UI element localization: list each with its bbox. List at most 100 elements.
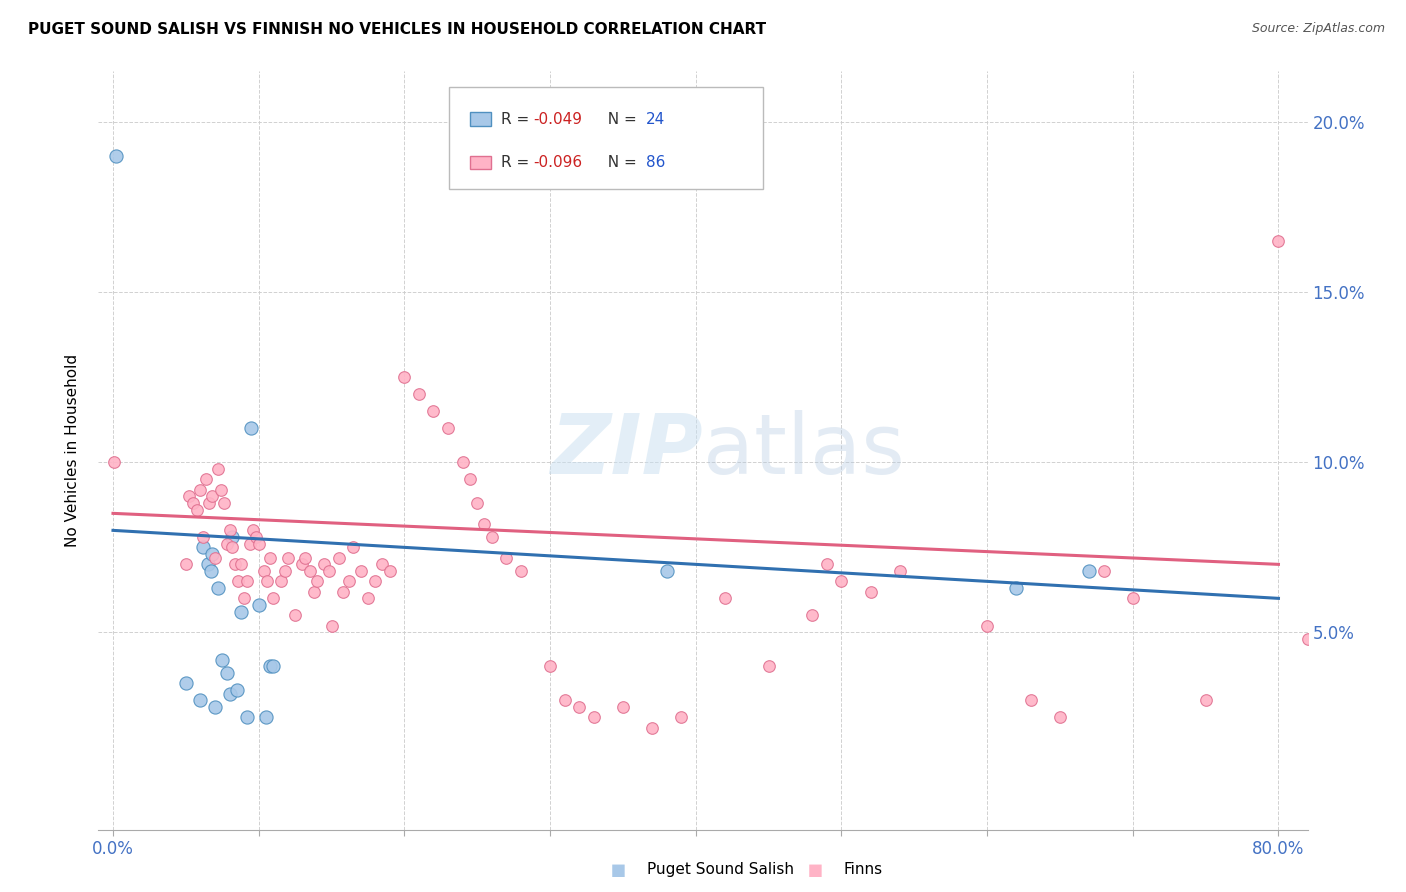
Point [830, 574, 852, 589]
Point [204, 550, 226, 565]
Point [422, 404, 444, 418]
Point [236, 710, 259, 724]
Point [1267, 235, 1289, 249]
Point [357, 591, 380, 606]
Point [200, 564, 222, 578]
Point [236, 574, 259, 589]
FancyBboxPatch shape [449, 87, 763, 189]
Text: 24: 24 [647, 112, 665, 127]
Point [1194, 693, 1216, 707]
Point [253, 564, 276, 578]
Point [509, 564, 531, 578]
Point [193, 541, 215, 555]
Point [976, 618, 998, 632]
FancyBboxPatch shape [470, 155, 492, 169]
Point [342, 541, 364, 555]
Point [211, 652, 233, 666]
Point [1078, 564, 1101, 578]
Point [554, 693, 576, 707]
Point [270, 574, 292, 589]
Point [225, 683, 247, 698]
Point [815, 558, 838, 572]
Point [254, 710, 277, 724]
Point [190, 483, 212, 497]
Point [641, 721, 664, 735]
Point [294, 550, 316, 565]
Point [224, 558, 246, 572]
Point [245, 530, 267, 544]
Point [1005, 581, 1028, 595]
Point [240, 421, 263, 435]
Text: N =: N = [598, 155, 641, 169]
Point [408, 387, 430, 401]
Point [1326, 700, 1348, 714]
Point [451, 455, 474, 469]
Point [1122, 591, 1144, 606]
Point [758, 659, 780, 673]
Point [262, 591, 284, 606]
Point [337, 574, 360, 589]
Point [332, 584, 354, 599]
Point [104, 149, 127, 163]
Point [568, 700, 591, 714]
Point [314, 558, 336, 572]
Point [209, 483, 232, 497]
Point [305, 574, 328, 589]
Point [190, 693, 212, 707]
Point [181, 496, 204, 510]
Point [247, 537, 270, 551]
Point [291, 558, 314, 572]
Point [302, 584, 325, 599]
Point [474, 516, 496, 531]
Point [1354, 666, 1376, 681]
Point [371, 558, 394, 572]
Point [174, 676, 197, 690]
Text: atlas: atlas [703, 410, 904, 491]
Text: -0.049: -0.049 [534, 112, 582, 127]
Point [247, 598, 270, 612]
Point [212, 496, 235, 510]
Point [582, 710, 605, 724]
Point [859, 584, 882, 599]
Point [298, 564, 321, 578]
Point [437, 421, 460, 435]
Point [221, 530, 243, 544]
Point [262, 659, 284, 673]
Point [239, 537, 262, 551]
Point [207, 581, 229, 595]
Point [328, 550, 350, 565]
Point [256, 574, 278, 589]
Point [1092, 564, 1115, 578]
Point [394, 370, 416, 384]
Point [226, 574, 249, 589]
Text: R =: R = [501, 155, 534, 169]
Point [655, 564, 678, 578]
Point [481, 530, 503, 544]
Point [193, 530, 215, 544]
Point [231, 605, 253, 619]
Point [215, 666, 238, 681]
Point [612, 700, 634, 714]
Point [233, 591, 256, 606]
Point [465, 496, 488, 510]
Point [801, 608, 824, 623]
Text: R =: R = [501, 112, 534, 127]
Point [186, 503, 208, 517]
Point [1019, 693, 1042, 707]
Point [277, 550, 299, 565]
Point [318, 564, 340, 578]
Point [218, 524, 240, 538]
Text: ZIP: ZIP [550, 410, 703, 491]
Point [350, 564, 373, 578]
Point [714, 591, 737, 606]
Point [215, 537, 238, 551]
Point [259, 550, 281, 565]
Y-axis label: No Vehicles in Household: No Vehicles in Household [65, 354, 80, 547]
Point [1049, 710, 1071, 724]
Point [218, 687, 240, 701]
Point [204, 700, 226, 714]
Point [207, 462, 229, 476]
Text: -0.096: -0.096 [534, 155, 583, 169]
Text: Puget Sound Salish: Puget Sound Salish [647, 863, 794, 877]
FancyBboxPatch shape [470, 112, 492, 126]
